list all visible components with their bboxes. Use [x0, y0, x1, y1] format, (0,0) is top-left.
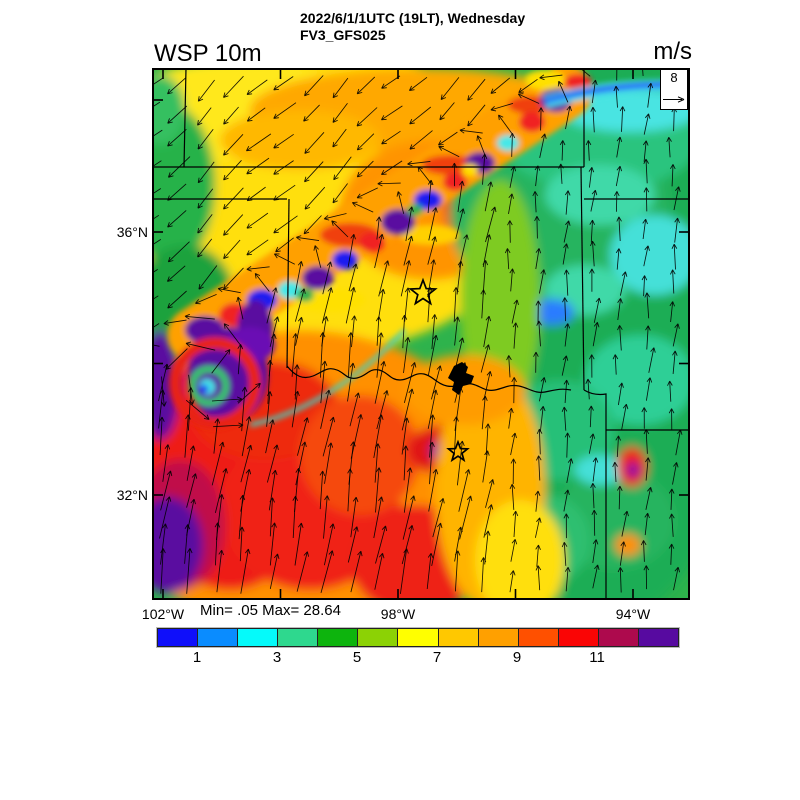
colorbar-cell — [638, 629, 679, 646]
reference-vector-box: 8 — [660, 69, 688, 110]
colorbar-cell — [478, 629, 519, 646]
model-name-title: FV3_GFS025 — [300, 27, 386, 43]
colorbar-cell — [318, 629, 359, 646]
colorbar-cells — [157, 628, 679, 647]
lon-label-98w: 98°W — [380, 606, 416, 622]
reference-vector-value: 8 — [670, 70, 678, 85]
colorbar-tick-label: 5 — [352, 649, 362, 666]
colorbar-cell — [158, 629, 199, 646]
wind-speed-field-canvas — [152, 68, 690, 600]
colorbar-cell — [518, 629, 559, 646]
map-markers-layer — [408, 277, 474, 463]
colorbar-cell — [358, 629, 399, 646]
lake-marker — [448, 362, 474, 395]
colorbar-tick-label: 3 — [272, 649, 282, 666]
colorbar-tick-label: 7 — [432, 649, 442, 666]
colorbar-cell — [398, 629, 439, 646]
lat-label-36n: 36°N — [116, 224, 148, 240]
lat-label-32n: 32°N — [116, 487, 148, 503]
map-border — [152, 68, 690, 600]
colorbar-cell — [558, 629, 599, 646]
wind-speed-map: 8 — [152, 68, 690, 600]
lon-label-94w: 94°W — [615, 606, 651, 622]
colorbar: 1 3 5 7 9 11 — [157, 628, 679, 668]
colorbar-tick-label: 1 — [192, 649, 202, 666]
colorbar-cell — [438, 629, 479, 646]
colorbar-cell — [198, 629, 239, 646]
valid-time-title: 2022/6/1/1UTC (19LT), Wednesday — [300, 10, 526, 26]
state-borders — [152, 68, 690, 600]
lon-label-102w: 102°W — [141, 606, 185, 622]
city-star-marker — [408, 277, 438, 306]
units-label: m/s — [653, 38, 692, 65]
wind-arrows-layer — [152, 68, 683, 594]
colorbar-tick-labels: 1 3 5 7 9 11 — [157, 649, 677, 667]
colorbar-cell — [598, 629, 639, 646]
variable-label: WSP 10m — [154, 40, 262, 67]
colorbar-tick-label: 9 — [512, 649, 522, 666]
reference-vector-arrow-icon — [663, 96, 685, 103]
colorbar-cell — [278, 629, 319, 646]
minmax-label: Min= .05 Max= 28.64 — [200, 602, 341, 619]
red-river — [286, 365, 572, 393]
city-star-marker — [446, 439, 470, 463]
colorbar-tick-label: 11 — [589, 649, 605, 666]
colorbar-cell — [238, 629, 279, 646]
